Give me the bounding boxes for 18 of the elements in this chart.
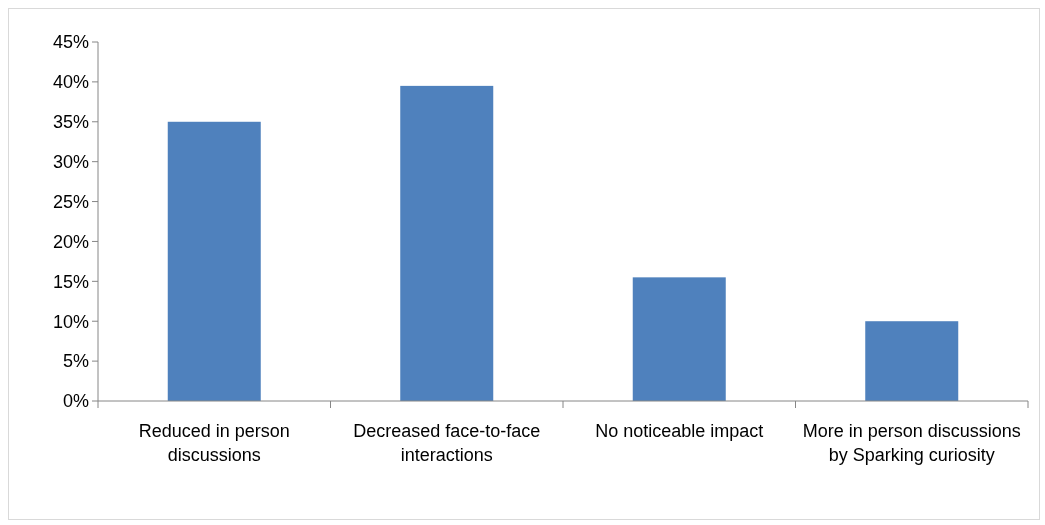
y-tick-label: 35% [52,112,89,133]
bar [632,277,726,401]
y-tick-label: 40% [52,72,89,93]
y-tick-label: 5% [62,351,89,372]
y-tick-label: 0% [62,391,89,412]
x-tick-label: Decreased face-to-face interactions [353,421,541,465]
x-tick-label: Reduced in person discussions [138,421,290,465]
y-tick-label: 10% [52,311,89,332]
y-tick-label: 30% [52,151,89,172]
y-tick-label: 25% [52,191,89,212]
y-tick-label: 15% [52,271,89,292]
x-tick-label: No noticeable impact [595,421,764,441]
y-tick-label: 45% [52,32,89,53]
bar [865,321,959,401]
bar [400,85,494,401]
x-tick-label: More in person discussions by Sparking curiosity [802,421,1021,465]
bar [167,121,261,401]
y-tick-label: 20% [52,231,89,252]
